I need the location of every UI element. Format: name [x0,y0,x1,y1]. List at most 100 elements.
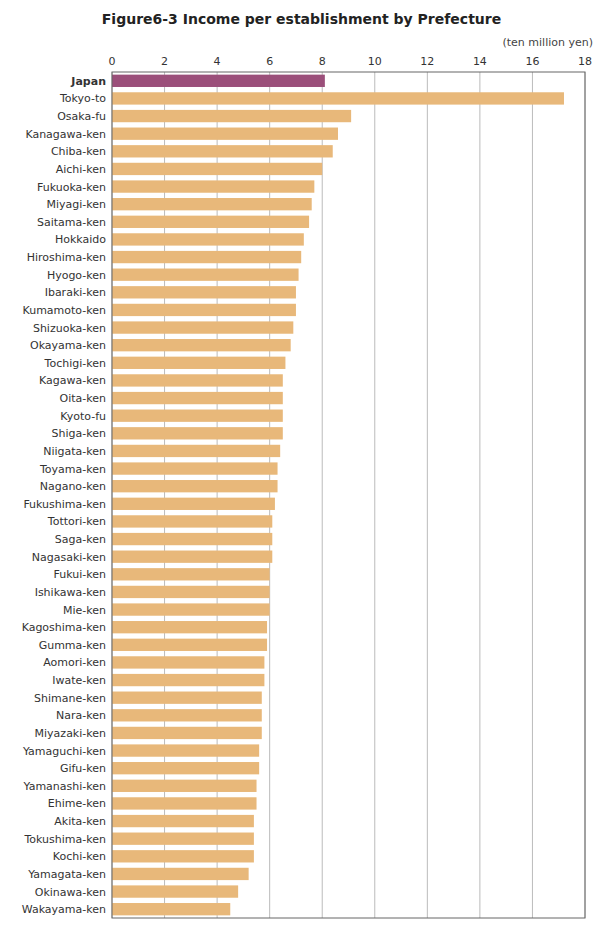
bar [112,321,293,333]
grid-line [427,72,428,918]
y-tick-label: Japan [70,75,106,88]
bar [112,304,296,316]
bar [112,692,262,704]
y-tick-label: Hokkaido [55,233,106,246]
y-tick-label: Yamagata-ken [27,868,106,881]
y-tick-label: Wakayama-ken [22,903,106,916]
bar [112,233,304,245]
y-tick-label: Tottori-ken [47,515,106,528]
bar [112,885,238,897]
bar [112,744,259,756]
y-tick-label: Hyogo-ken [47,269,106,282]
bar [112,498,275,510]
y-tick-label: Kagoshima-ken [22,621,106,634]
bar [112,75,325,87]
bar [112,216,309,228]
bar [112,780,257,792]
y-tick-label: Toyama-ken [39,463,106,476]
bar [112,198,312,210]
y-tick-label: Chiba-ken [51,145,106,158]
y-tick-label: Ibaraki-ken [45,286,106,299]
y-tick-label: Miyazaki-ken [35,727,106,740]
bar [112,815,254,827]
bar [112,833,254,845]
y-tick-label: Yamanashi-ken [22,780,106,793]
grid-line [322,72,323,918]
y-tick-label: Ishikawa-ken [35,586,106,599]
x-tick-label: 12 [420,55,434,68]
bar [112,868,249,880]
y-tick-label: Kumamoto-ken [23,304,107,317]
axis-label: (ten million yen) [502,36,593,49]
bar [112,533,272,545]
y-tick-label: Miyagi-ken [46,198,106,211]
y-tick-label: Yamaguchi-ken [22,745,106,758]
plot-background [112,72,585,918]
bar [112,568,270,580]
bar [112,850,254,862]
chart-svg: Figure6-3 Income per establishment by Pr… [0,0,603,928]
bar [112,656,264,668]
y-tick-label: Nagano-ken [40,480,106,493]
x-tick-label: 0 [109,55,116,68]
y-tick-label: Osaka-fu [57,110,106,123]
grid-line [479,72,480,918]
bar [112,762,259,774]
bar [112,462,278,474]
grid-line [374,72,375,918]
y-tick-label: Shizuoka-ken [33,322,106,335]
bar [112,427,283,439]
bar [112,727,262,739]
bar [112,180,314,192]
bar [112,339,291,351]
y-tick-label: Mie-ken [63,604,106,617]
bar [112,515,272,527]
bar [112,269,299,281]
x-tick-label: 10 [368,55,382,68]
bar [112,639,267,651]
y-tick-label: Okinawa-ken [35,886,106,899]
y-tick-label: Fukuoka-ken [37,181,106,194]
plot-frame [112,72,585,918]
y-tick-label: Akita-ken [54,815,106,828]
y-tick-label: Hiroshima-ken [27,251,106,264]
bar [112,480,278,492]
y-tick-label: Oita-ken [60,392,106,405]
y-tick-label: Kagawa-ken [39,374,106,387]
y-tick-label: Shiga-ken [52,427,106,440]
x-tick-label: 18 [578,55,592,68]
y-tick-label: Shimane-ken [34,692,106,705]
y-tick-label: Nara-ken [56,709,106,722]
y-tick-label: Fukushima-ken [23,498,106,511]
bar [112,603,270,615]
x-tick-label: 8 [319,55,326,68]
bar [112,128,338,140]
y-tick-label: Niigata-ken [43,445,106,458]
bar [112,586,270,598]
x-tick-label: 14 [473,55,487,68]
y-tick-label: Gifu-ken [60,762,106,775]
grid-line [532,72,533,918]
y-tick-label: Aomori-ken [43,656,106,669]
y-tick-label: Fukui-ken [54,568,106,581]
y-tick-label: Iwate-ken [52,674,106,687]
bar [112,357,285,369]
grid [112,72,585,918]
bar [112,145,333,157]
y-tick-label: Okayama-ken [30,339,106,352]
bar [112,709,262,721]
y-tick-label: Tokyo-to [59,92,106,105]
bar [112,797,257,809]
y-tick-label: Nagasaki-ken [32,551,106,564]
x-tick-label: 16 [525,55,539,68]
y-tick-label: Ehime-ken [48,797,106,810]
y-tick-label: Kanagawa-ken [25,128,106,141]
chart-title: Figure6-3 Income per establishment by Pr… [102,11,501,27]
bar [112,392,283,404]
y-tick-label: Gumma-ken [39,639,106,652]
bar [112,251,301,263]
bar [112,674,264,686]
bar [112,621,267,633]
bar [112,92,564,104]
y-tick-label: Saitama-ken [37,216,106,229]
